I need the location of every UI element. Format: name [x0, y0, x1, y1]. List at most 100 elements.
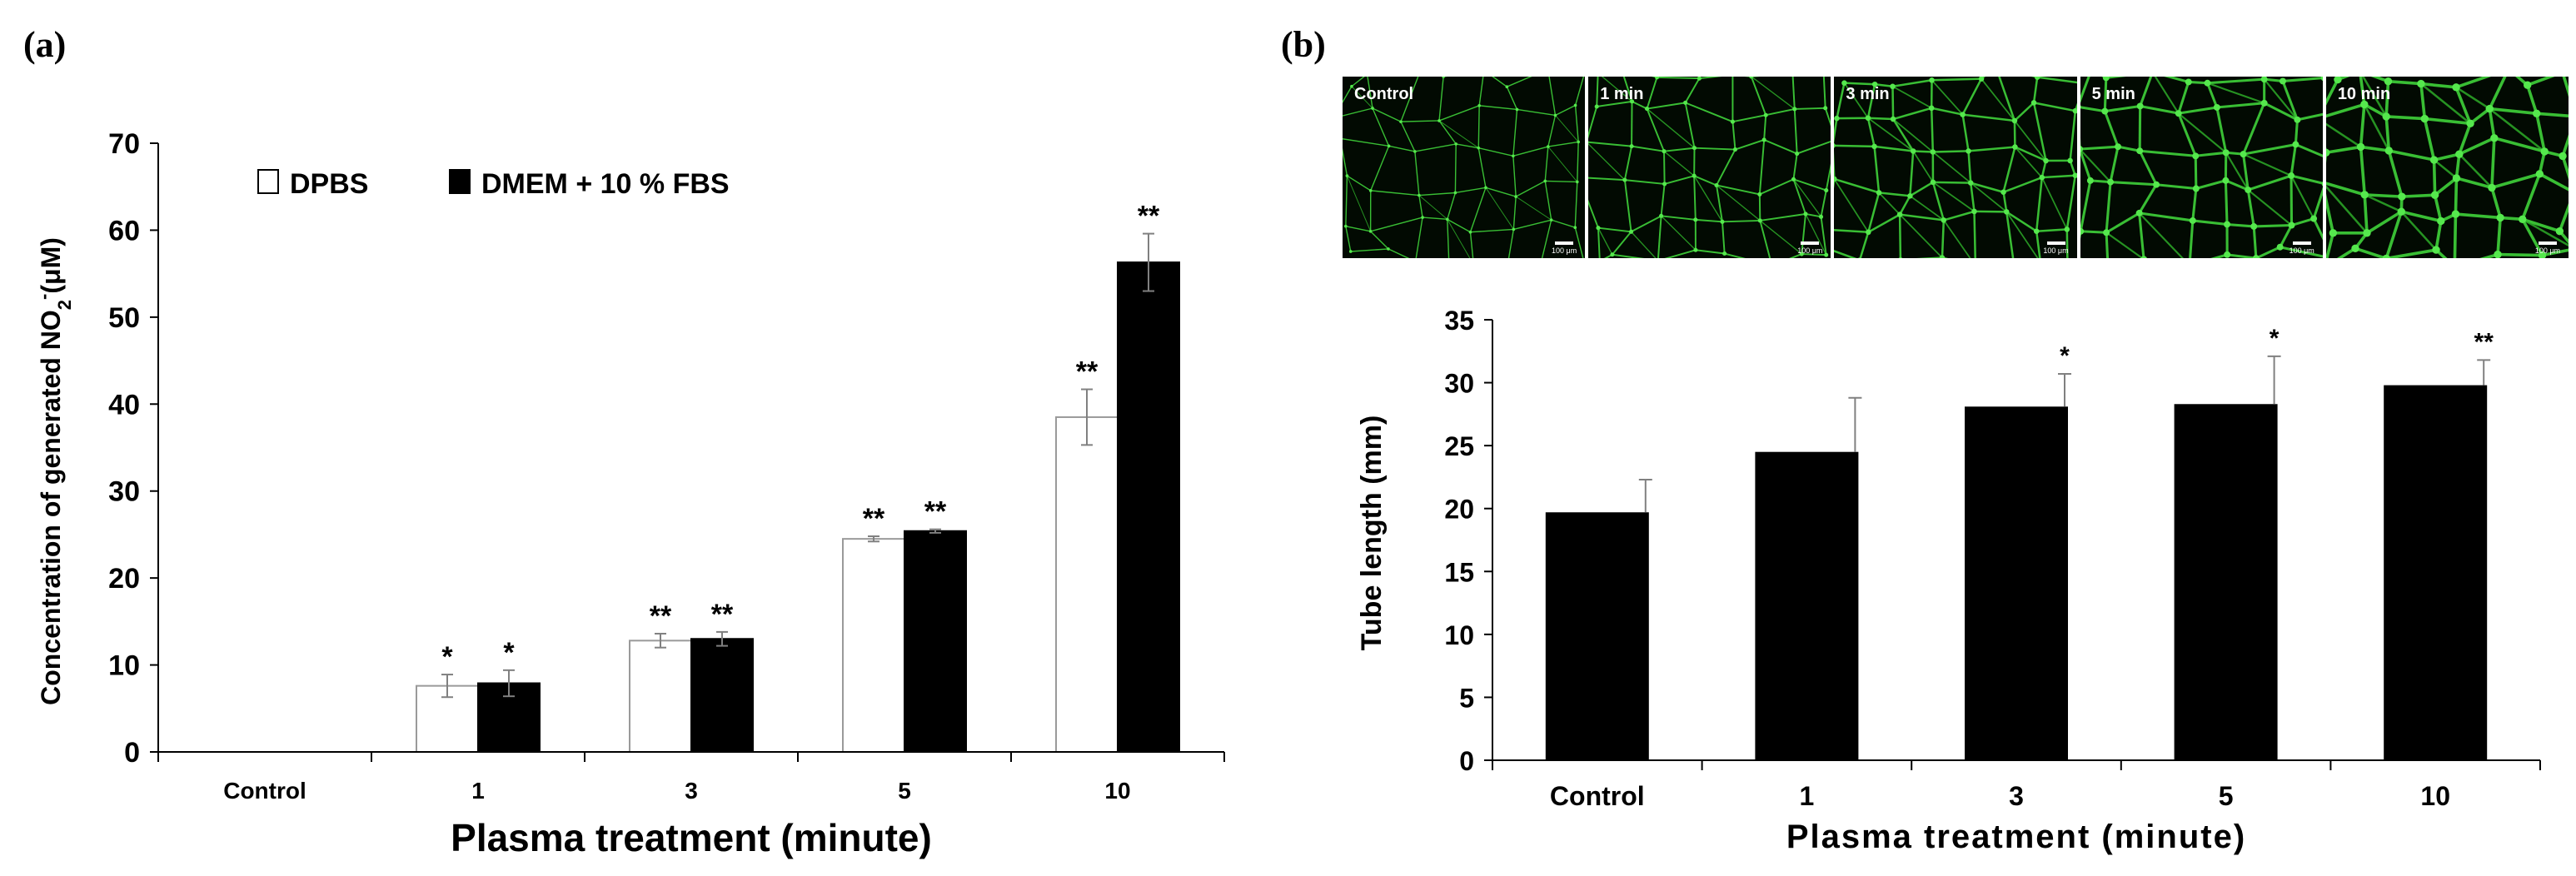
tube-segment [1834, 250, 1857, 258]
tube-segment [1485, 187, 1517, 197]
tube-node [2223, 251, 2230, 258]
tube-segment [1597, 227, 1613, 256]
tube-segment [1512, 156, 1517, 197]
tube-segment [2365, 210, 2403, 235]
tube-node [1714, 182, 1719, 188]
legend-swatch-dmem [449, 169, 471, 194]
tube-segment [2015, 146, 2047, 162]
tube-node [2043, 157, 2050, 164]
tube-segment [1900, 213, 1945, 221]
tube-node [2102, 77, 2110, 82]
tube-node [1824, 252, 1829, 257]
tube-segment [1454, 143, 1457, 193]
tube-segment [1971, 182, 2008, 213]
tube-segment [1588, 106, 1598, 139]
tube-node [1890, 83, 1896, 90]
tube-segment [1343, 138, 1389, 147]
significance-mark: ** [1138, 201, 1160, 232]
tube-segment [2246, 189, 2255, 227]
tube-segment [1370, 190, 1419, 197]
tube-segment [1932, 151, 1972, 184]
tube-segment [2454, 153, 2461, 179]
tube-segment [1759, 178, 1795, 196]
tube-node [1512, 227, 1516, 231]
tube-segment [2491, 172, 2540, 190]
tube-segment [2290, 175, 2314, 220]
tube-node [2204, 79, 2211, 87]
tube-segment [2325, 145, 2361, 155]
tube-segment [2178, 106, 2217, 115]
tube-node [2035, 77, 2040, 80]
tube-segment [2494, 137, 2545, 153]
tube-node [2309, 215, 2317, 222]
tube-node [2223, 221, 2230, 228]
tube-node [1573, 103, 1577, 107]
tube-segment [1973, 211, 1977, 258]
tube-segment [1512, 146, 1548, 157]
tube-segment [2065, 175, 2077, 230]
tube-node [1834, 176, 1838, 182]
tube-segment [1447, 192, 1457, 220]
tube-node [1453, 191, 1457, 195]
x-tick-label-a: 1 [471, 778, 485, 804]
tube-node [1387, 247, 1390, 251]
tube-segment [2195, 179, 2226, 190]
significance-mark: * [2060, 342, 2070, 370]
significance-mark: ** [1076, 356, 1099, 388]
tube-node [1468, 230, 1472, 234]
tube-node [1823, 106, 1828, 111]
tube-segment [2138, 77, 2152, 107]
tube-segment [1912, 150, 1935, 183]
tube-node [1445, 217, 1449, 221]
tube-segment [1469, 187, 1487, 232]
tube-segment [2388, 79, 2421, 86]
tube-node [1454, 142, 1458, 146]
tube-segment [1693, 175, 1717, 187]
tube-segment [1400, 121, 1416, 152]
tube-segment [1597, 227, 1601, 258]
tube-node [1477, 103, 1481, 107]
micrograph-tile: 1 min 100 μm [1588, 77, 1831, 258]
tube-node [2432, 246, 2440, 254]
tube-segment [1470, 228, 1514, 233]
significance-mark: ** [2474, 328, 2494, 356]
tube-segment [2384, 116, 2390, 152]
tube-segment [2420, 82, 2457, 89]
tube-segment [1805, 213, 1827, 256]
tube-segment [2110, 181, 2156, 187]
tube-segment [2534, 112, 2546, 152]
tube-node [1515, 107, 1519, 112]
tube-segment [2539, 172, 2569, 192]
x-tick-label-a: 3 [685, 778, 698, 804]
y-tick-label-a: 30 [108, 476, 140, 508]
tube-segment [2241, 153, 2250, 191]
tube-segment [2497, 252, 2543, 257]
tube-segment [2336, 246, 2356, 258]
tube-segment [2455, 177, 2493, 190]
tube-node [1791, 177, 1796, 182]
tube-segment [1716, 185, 1724, 222]
tube-segment [1931, 79, 1964, 116]
bar-dmem [690, 638, 754, 753]
tube-segment [1574, 77, 1585, 106]
tube-segment [1545, 180, 1577, 183]
tube-segment [1370, 217, 1423, 232]
tube-segment [1512, 197, 1517, 230]
tube-node [2136, 102, 2144, 110]
tube-segment [2176, 112, 2197, 157]
tube-segment [2003, 176, 2043, 193]
tube-node [1368, 229, 1373, 233]
tube-segment [1793, 108, 1798, 154]
tube-segment [1685, 102, 1734, 123]
scale-bar-label: 100 μm [2534, 246, 2561, 255]
tube-segment [1899, 214, 1944, 258]
tube-node [1418, 193, 1421, 197]
tube-segment [1664, 175, 1695, 185]
tube-segment [1343, 86, 1353, 104]
tube-node [2064, 226, 2070, 232]
tube-node [2397, 207, 2405, 216]
tube-segment [1834, 177, 1880, 194]
tube-segment [1345, 225, 1371, 232]
tube-segment [2434, 248, 2448, 258]
tube-node [1655, 77, 1660, 80]
